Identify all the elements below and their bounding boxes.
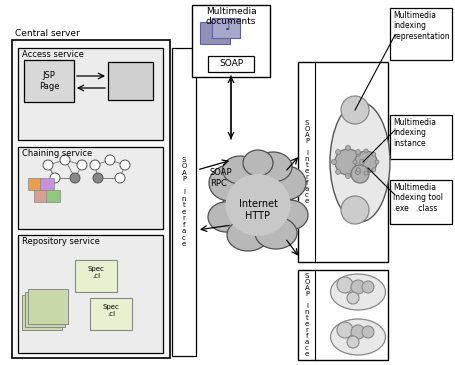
Ellipse shape (330, 274, 385, 310)
Circle shape (115, 173, 125, 183)
Text: S
O
A
P
 
I
n
t
e
r
f
a
c
e: S O A P I n t e r f a c e (181, 157, 187, 247)
Circle shape (336, 169, 341, 174)
Text: Repository service: Repository service (22, 237, 100, 246)
Text: Central server: Central server (15, 29, 80, 38)
Bar (75, 260, 117, 292)
Bar (18, 235, 163, 353)
Circle shape (362, 281, 374, 293)
Circle shape (341, 96, 369, 124)
Ellipse shape (266, 166, 306, 200)
Circle shape (43, 160, 53, 170)
Circle shape (341, 196, 369, 224)
Circle shape (90, 160, 100, 170)
Ellipse shape (226, 174, 290, 236)
Circle shape (375, 160, 379, 164)
Circle shape (372, 168, 376, 172)
Circle shape (337, 277, 353, 293)
Bar (90, 298, 132, 330)
Circle shape (351, 325, 365, 339)
Text: Chaining service: Chaining service (22, 149, 92, 158)
Bar (28, 289, 68, 324)
Text: JSP
Page: JSP Page (39, 71, 59, 91)
Circle shape (70, 173, 80, 183)
Circle shape (105, 155, 115, 165)
Circle shape (356, 152, 360, 156)
Bar (192, 5, 270, 77)
Circle shape (345, 173, 350, 178)
Text: Access service: Access service (22, 50, 84, 59)
Ellipse shape (255, 217, 297, 249)
Bar (390, 115, 452, 159)
Bar (34, 190, 48, 202)
Circle shape (355, 150, 360, 155)
Circle shape (332, 160, 337, 165)
Circle shape (364, 171, 368, 175)
Circle shape (336, 150, 341, 155)
Bar (208, 56, 254, 72)
Circle shape (345, 146, 350, 150)
Circle shape (93, 173, 103, 183)
Ellipse shape (222, 156, 258, 184)
Ellipse shape (227, 219, 269, 251)
Bar (12, 40, 170, 358)
Circle shape (364, 149, 368, 153)
Text: Multimedia
indexing
representation: Multimedia indexing representation (393, 11, 450, 41)
Bar (172, 48, 196, 356)
Bar (25, 292, 65, 327)
Circle shape (347, 292, 359, 304)
Ellipse shape (330, 102, 390, 222)
Text: Spec
.cl: Spec .cl (87, 265, 105, 278)
Circle shape (351, 165, 369, 183)
Text: SOAP: SOAP (219, 59, 243, 69)
Bar (28, 178, 42, 190)
Bar (390, 8, 452, 60)
Circle shape (356, 168, 360, 172)
Circle shape (362, 326, 374, 338)
Circle shape (351, 280, 365, 294)
Text: Multimedia
documents: Multimedia documents (206, 7, 256, 26)
Circle shape (337, 322, 353, 338)
Circle shape (60, 155, 70, 165)
Text: ♪: ♪ (225, 20, 233, 33)
Circle shape (120, 160, 130, 170)
Bar (22, 295, 62, 330)
Ellipse shape (208, 202, 244, 232)
Ellipse shape (209, 165, 251, 201)
Circle shape (77, 160, 87, 170)
Bar (18, 147, 163, 229)
Text: S
O
A
P
 
I
n
t
e
r
f
a
c
e: S O A P I n t e r f a c e (304, 120, 310, 204)
Ellipse shape (243, 150, 273, 176)
Bar (298, 62, 388, 262)
Circle shape (335, 149, 361, 175)
Ellipse shape (254, 152, 292, 182)
Circle shape (372, 152, 376, 156)
Text: Internet
HTTP: Internet HTTP (238, 199, 278, 221)
Text: Multimedia
indexing
instance: Multimedia indexing instance (393, 118, 436, 148)
Circle shape (355, 151, 377, 173)
Bar (40, 178, 54, 190)
Circle shape (355, 169, 360, 174)
Bar (200, 22, 230, 44)
Bar (390, 180, 452, 224)
Circle shape (359, 160, 364, 165)
Ellipse shape (272, 200, 308, 230)
Bar (108, 62, 153, 100)
Bar (46, 190, 60, 202)
Ellipse shape (330, 319, 385, 355)
Bar (298, 270, 388, 360)
Text: S
O
A
P
 
I
n
t
e
r
f
a
c
e: S O A P I n t e r f a c e (304, 273, 310, 357)
Text: SOAP
RPC: SOAP RPC (210, 168, 233, 188)
Circle shape (353, 160, 357, 164)
Text: Multimedia
indexing tool
.exe   .class: Multimedia indexing tool .exe .class (393, 183, 443, 213)
Text: Spec
.cl: Spec .cl (102, 304, 119, 316)
Bar (212, 18, 240, 38)
Circle shape (50, 173, 60, 183)
Circle shape (347, 336, 359, 348)
Bar (18, 48, 163, 140)
Ellipse shape (223, 171, 293, 239)
Bar (24, 60, 74, 102)
